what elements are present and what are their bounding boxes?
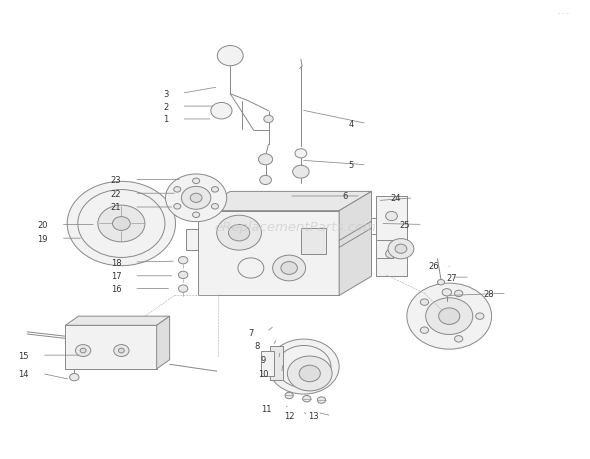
Text: 18: 18 [111, 258, 122, 267]
Text: 15: 15 [18, 351, 29, 360]
Circle shape [299, 365, 320, 382]
Polygon shape [198, 211, 339, 296]
Circle shape [178, 257, 188, 264]
Text: 20: 20 [37, 220, 48, 230]
Circle shape [217, 216, 261, 251]
Circle shape [295, 150, 307, 158]
Polygon shape [376, 196, 407, 277]
Circle shape [293, 166, 309, 179]
Text: 16: 16 [111, 285, 122, 293]
Circle shape [442, 289, 451, 297]
Circle shape [285, 392, 293, 399]
Text: 6: 6 [343, 192, 348, 201]
Text: 9: 9 [260, 355, 266, 364]
Circle shape [67, 182, 175, 266]
Text: 13: 13 [308, 411, 319, 420]
Circle shape [260, 176, 271, 185]
Circle shape [438, 308, 460, 325]
Circle shape [303, 396, 311, 402]
Text: 19: 19 [37, 234, 48, 243]
Circle shape [228, 225, 250, 241]
Circle shape [181, 187, 211, 210]
Text: 11: 11 [261, 404, 271, 414]
Circle shape [80, 348, 86, 353]
Text: 25: 25 [399, 220, 410, 230]
Text: 12: 12 [284, 411, 295, 420]
Circle shape [454, 336, 463, 342]
Circle shape [386, 212, 398, 221]
Text: 3: 3 [163, 90, 169, 99]
Text: 2: 2 [163, 102, 169, 112]
Circle shape [420, 299, 428, 306]
Text: - - -: - - - [558, 11, 569, 16]
Circle shape [395, 245, 407, 254]
Text: 24: 24 [391, 194, 401, 203]
Circle shape [178, 285, 188, 293]
Circle shape [211, 103, 232, 120]
Polygon shape [186, 230, 198, 250]
Circle shape [217, 46, 243, 67]
Circle shape [386, 250, 398, 259]
Circle shape [264, 116, 273, 123]
Text: 1: 1 [163, 115, 169, 124]
Circle shape [211, 204, 218, 210]
Circle shape [476, 313, 484, 319]
Text: 22: 22 [111, 189, 122, 198]
Text: 7: 7 [248, 328, 254, 337]
Circle shape [281, 262, 297, 275]
Circle shape [287, 356, 332, 391]
Polygon shape [339, 192, 372, 296]
Polygon shape [261, 351, 274, 376]
Circle shape [211, 187, 218, 193]
Bar [301, 228, 326, 255]
Circle shape [407, 284, 491, 349]
Circle shape [425, 298, 473, 335]
Circle shape [268, 339, 339, 394]
Circle shape [173, 204, 181, 210]
Text: 4: 4 [349, 120, 354, 129]
Circle shape [420, 327, 428, 334]
Circle shape [70, 374, 79, 381]
Polygon shape [198, 192, 372, 211]
Circle shape [76, 345, 91, 357]
Circle shape [258, 154, 273, 165]
Circle shape [190, 194, 202, 203]
Polygon shape [270, 346, 283, 381]
Circle shape [114, 345, 129, 357]
Text: 14: 14 [18, 369, 29, 378]
Circle shape [98, 206, 145, 242]
Polygon shape [65, 325, 157, 369]
Text: 10: 10 [258, 369, 268, 378]
Text: 28: 28 [483, 289, 494, 298]
Circle shape [273, 256, 306, 281]
Circle shape [192, 213, 199, 218]
Circle shape [238, 258, 264, 279]
Circle shape [192, 179, 199, 184]
Circle shape [388, 239, 414, 259]
Circle shape [166, 174, 227, 222]
Circle shape [178, 272, 188, 279]
Circle shape [317, 397, 326, 403]
Text: 27: 27 [446, 273, 457, 282]
Text: 26: 26 [428, 262, 439, 271]
Text: eReplacementParts.com: eReplacementParts.com [214, 221, 376, 234]
Polygon shape [65, 316, 170, 325]
Circle shape [119, 348, 124, 353]
Circle shape [173, 187, 181, 193]
Circle shape [454, 291, 463, 297]
Text: 8: 8 [254, 341, 260, 351]
Text: 5: 5 [349, 161, 354, 170]
Circle shape [113, 217, 130, 231]
Text: 21: 21 [111, 203, 122, 212]
Text: 23: 23 [111, 176, 122, 185]
Circle shape [385, 218, 406, 235]
Text: 17: 17 [111, 272, 122, 280]
Polygon shape [157, 316, 170, 369]
Circle shape [437, 280, 444, 285]
